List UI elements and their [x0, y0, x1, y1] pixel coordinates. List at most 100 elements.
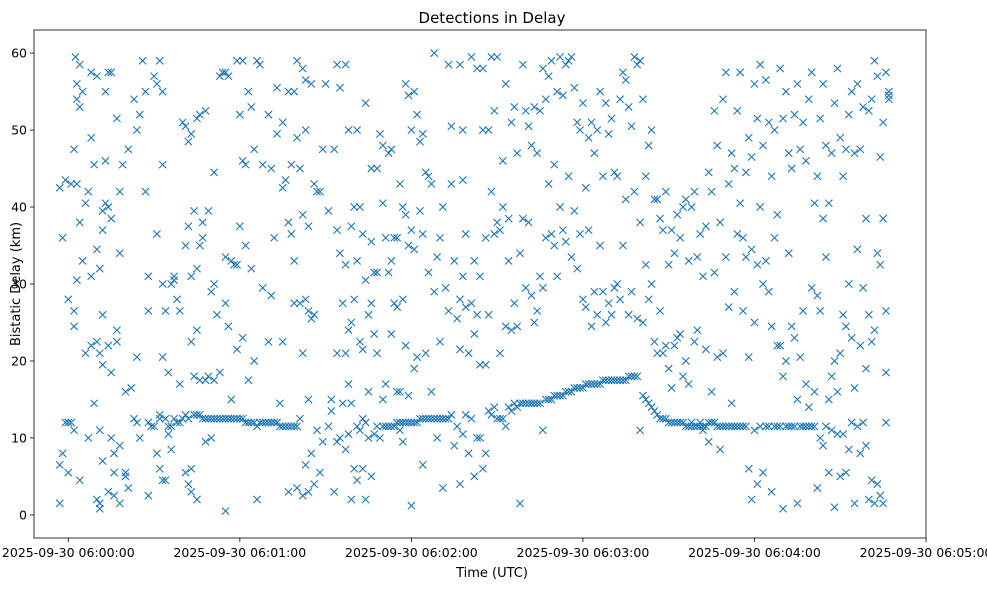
- data-point: [367, 164, 376, 173]
- data-point: [621, 195, 630, 204]
- data-point: [398, 295, 407, 304]
- data-point: [753, 480, 762, 489]
- data-point: [364, 433, 373, 442]
- data-point: [713, 353, 722, 362]
- data-point: [501, 79, 510, 88]
- data-point: [95, 264, 104, 273]
- data-point: [721, 68, 730, 77]
- data-point: [367, 299, 376, 308]
- data-point: [470, 330, 479, 339]
- data-point: [255, 60, 264, 69]
- data-point: [596, 241, 605, 250]
- data-point: [873, 249, 882, 258]
- data-point: [144, 306, 153, 315]
- data-point: [238, 333, 247, 342]
- data-point: [558, 226, 567, 235]
- data-point: [879, 214, 888, 223]
- data-point: [144, 491, 153, 500]
- data-point: [161, 476, 170, 485]
- data-point: [564, 56, 573, 65]
- data-point: [641, 260, 650, 269]
- data-point: [290, 299, 299, 308]
- data-point: [770, 126, 779, 135]
- data-point: [816, 306, 825, 315]
- data-point: [72, 276, 81, 285]
- x-tick-label: 2025-09-30 06:01:00: [173, 545, 306, 560]
- data-point: [664, 364, 673, 373]
- data-point: [598, 172, 607, 181]
- data-point: [550, 160, 559, 169]
- data-point: [152, 79, 161, 88]
- data-point: [215, 368, 224, 377]
- data-point: [756, 203, 765, 212]
- data-point: [278, 337, 287, 346]
- data-point: [830, 99, 839, 108]
- data-point: [361, 495, 370, 504]
- data-point: [78, 256, 87, 265]
- data-point: [138, 56, 147, 65]
- y-tick-label: 40: [11, 200, 27, 215]
- data-point: [110, 468, 119, 477]
- y-tick-label: 60: [11, 46, 27, 61]
- data-point: [447, 410, 456, 419]
- x-tick-label: 2025-09-30 06:03:00: [517, 545, 650, 560]
- data-point: [618, 241, 627, 250]
- data-point: [604, 376, 613, 385]
- data-point: [690, 422, 699, 431]
- data-point: [378, 395, 387, 404]
- data-point: [644, 295, 653, 304]
- data-point: [493, 52, 502, 61]
- data-point: [770, 422, 779, 431]
- data-point: [747, 245, 756, 254]
- data-point: [824, 199, 833, 208]
- data-point: [664, 260, 673, 269]
- data-point: [476, 433, 484, 442]
- data-point: [58, 233, 67, 242]
- data-point: [221, 414, 230, 423]
- data-point: [687, 418, 696, 427]
- data-point: [215, 414, 224, 423]
- data-point: [484, 126, 493, 135]
- data-point: [101, 199, 110, 208]
- data-point: [301, 126, 310, 135]
- data-point: [638, 318, 647, 327]
- data-point: [164, 368, 173, 377]
- data-point: [167, 280, 176, 288]
- data-point: [487, 52, 496, 61]
- data-point: [295, 299, 304, 308]
- data-point: [470, 472, 479, 481]
- data-point: [290, 256, 299, 265]
- data-point: [441, 414, 450, 423]
- data-point: [733, 229, 742, 238]
- data-point: [75, 60, 84, 69]
- data-point: [367, 237, 376, 246]
- data-point: [610, 168, 619, 177]
- data-point: [98, 360, 107, 369]
- data-point: [799, 422, 808, 431]
- data-point: [244, 418, 253, 427]
- data-point: [827, 372, 836, 381]
- data-point: [556, 52, 565, 61]
- data-point: [676, 233, 685, 242]
- data-point: [407, 418, 416, 427]
- data-point: [250, 145, 259, 154]
- data-point: [181, 241, 190, 250]
- data-point: [853, 79, 862, 88]
- data-point: [741, 253, 750, 262]
- data-point: [250, 418, 259, 427]
- data-point: [444, 414, 453, 423]
- data-point: [759, 141, 768, 150]
- data-point: [724, 422, 733, 431]
- data-point: [819, 441, 828, 450]
- data-point: [158, 160, 167, 169]
- data-point: [64, 468, 73, 477]
- data-point: [713, 141, 722, 150]
- data-point: [427, 387, 436, 396]
- data-point: [184, 137, 193, 146]
- data-point: [81, 349, 90, 358]
- data-point: [187, 337, 196, 346]
- data-point: [278, 118, 287, 127]
- data-point: [350, 203, 359, 212]
- data-point: [570, 83, 579, 92]
- data-point: [656, 214, 665, 223]
